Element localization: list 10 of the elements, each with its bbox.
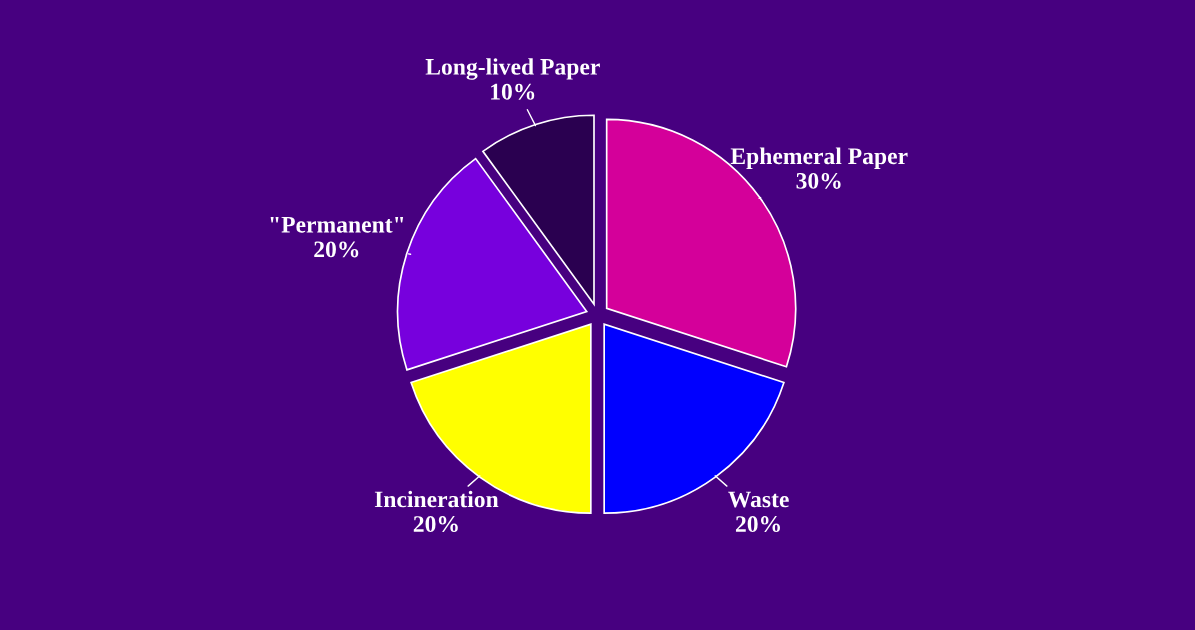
slice-label: Incineration bbox=[374, 490, 499, 508]
data-label: 20% bbox=[735, 516, 780, 533]
slice-label: Waste bbox=[728, 491, 789, 508]
slice-label: Long-lived Paper bbox=[425, 58, 600, 80]
slice-label: Ephemeral Paper bbox=[730, 147, 908, 169]
data-label: 10% bbox=[491, 83, 535, 100]
slice-label: "Permanent" bbox=[270, 216, 404, 233]
data-label: 30% bbox=[796, 172, 841, 189]
data-label: 20% bbox=[413, 516, 458, 533]
data-label: 20% bbox=[314, 241, 359, 258]
